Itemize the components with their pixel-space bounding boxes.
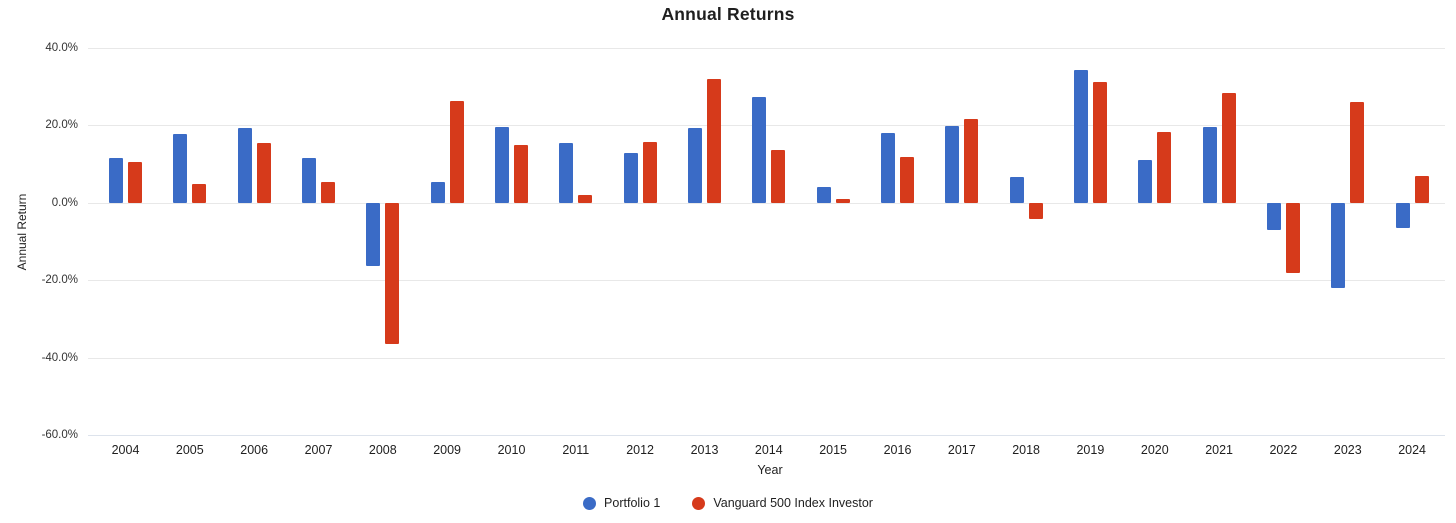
x-tick-label-2014: 2014 bbox=[754, 443, 783, 457]
x-tick-label-2022: 2022 bbox=[1269, 443, 1298, 457]
bar-vanguard-500-index-investor-2024[interactable] bbox=[1414, 175, 1429, 203]
bar-vanguard-500-index-investor-2014[interactable] bbox=[771, 150, 786, 203]
x-tick-label-2017: 2017 bbox=[947, 443, 976, 457]
bar-portfolio-1-2023[interactable] bbox=[1331, 202, 1346, 288]
y-tick-label: 0.0% bbox=[51, 196, 78, 209]
bar-portfolio-1-2012[interactable] bbox=[623, 152, 638, 203]
bar-vanguard-500-index-investor-2022[interactable] bbox=[1285, 202, 1300, 273]
bar-portfolio-1-2020[interactable] bbox=[1138, 160, 1153, 203]
x-tick-label-2013: 2013 bbox=[690, 443, 719, 457]
bar-portfolio-1-2008[interactable] bbox=[366, 202, 381, 267]
bar-vanguard-500-index-investor-2018[interactable] bbox=[1028, 202, 1043, 220]
bar-vanguard-500-index-investor-2013[interactable] bbox=[707, 78, 721, 203]
x-tick-label-2015: 2015 bbox=[819, 443, 847, 457]
legend-label: Vanguard 500 Index Investor bbox=[713, 496, 873, 510]
gridline-20 bbox=[88, 125, 1445, 127]
legend: Portfolio 1 Vanguard 500 Index Investor bbox=[0, 496, 1456, 510]
bar-portfolio-1-2013[interactable] bbox=[688, 127, 702, 203]
bar-vanguard-500-index-investor-2006[interactable] bbox=[256, 142, 271, 203]
legend-item-portfolio-1[interactable]: Portfolio 1 bbox=[583, 496, 660, 510]
bar-portfolio-1-2017[interactable] bbox=[945, 126, 960, 203]
x-tick-label-2010: 2010 bbox=[497, 443, 526, 457]
gridline--60 bbox=[88, 435, 1445, 436]
bar-portfolio-1-2009[interactable] bbox=[430, 182, 445, 203]
bar-vanguard-500-index-investor-2011[interactable] bbox=[578, 195, 593, 203]
y-tick-label: -40.0% bbox=[41, 351, 78, 364]
gridline-40 bbox=[88, 48, 1445, 49]
x-tick-label-2006: 2006 bbox=[240, 443, 269, 457]
bar-portfolio-1-2024[interactable] bbox=[1395, 202, 1410, 228]
x-tick-label-2005: 2005 bbox=[175, 443, 204, 457]
gridline-0 bbox=[88, 202, 1445, 204]
bar-vanguard-500-index-investor-2017[interactable] bbox=[964, 119, 979, 203]
bar-portfolio-1-2015[interactable] bbox=[816, 186, 831, 203]
bar-portfolio-1-2018[interactable] bbox=[1009, 176, 1024, 203]
x-tick-label-2016: 2016 bbox=[883, 443, 912, 457]
x-tick-label-2008: 2008 bbox=[368, 443, 397, 457]
x-tick-label-2023: 2023 bbox=[1333, 443, 1362, 457]
bar-portfolio-1-2005[interactable] bbox=[173, 133, 188, 203]
x-tick-label-2012: 2012 bbox=[626, 443, 654, 457]
x-axis-title: Year bbox=[757, 463, 783, 477]
bar-portfolio-1-2011[interactable] bbox=[559, 142, 574, 203]
bar-vanguard-500-index-investor-2019[interactable] bbox=[1092, 82, 1107, 203]
bar-vanguard-500-index-investor-2009[interactable] bbox=[449, 101, 464, 203]
bar-portfolio-1-2016[interactable] bbox=[881, 133, 895, 203]
bar-portfolio-1-2022[interactable] bbox=[1266, 202, 1281, 230]
y-tick-label: -60.0% bbox=[41, 429, 78, 441]
bar-portfolio-1-2007[interactable] bbox=[302, 158, 316, 203]
bar-vanguard-500-index-investor-2021[interactable] bbox=[1221, 92, 1236, 203]
bar-portfolio-1-2010[interactable] bbox=[495, 127, 509, 203]
x-tick-label-2004: 2004 bbox=[111, 443, 140, 457]
legend-item-vanguard-500-index-investor[interactable]: Vanguard 500 Index Investor bbox=[692, 496, 873, 510]
bar-vanguard-500-index-investor-2023[interactable] bbox=[1350, 102, 1365, 203]
x-tick-label-2011: 2011 bbox=[562, 443, 590, 457]
y-tick-label: 20.0% bbox=[45, 119, 78, 132]
bar-vanguard-500-index-investor-2008[interactable] bbox=[385, 202, 400, 345]
bar-vanguard-500-index-investor-2007[interactable] bbox=[321, 182, 335, 203]
bar-vanguard-500-index-investor-2012[interactable] bbox=[642, 141, 657, 203]
chart-title: Annual Returns bbox=[661, 4, 795, 24]
x-tick-label-2024: 2024 bbox=[1398, 443, 1426, 457]
legend-dot-vanguard-500-index-investor bbox=[692, 496, 706, 510]
gridline--40 bbox=[88, 357, 1445, 359]
legend-label: Portfolio 1 bbox=[604, 496, 661, 510]
bar-vanguard-500-index-investor-2005[interactable] bbox=[192, 184, 207, 203]
y-axis-title: Annual Return bbox=[15, 193, 29, 271]
bar-portfolio-1-2014[interactable] bbox=[752, 97, 767, 203]
bar-vanguard-500-index-investor-2016[interactable] bbox=[900, 157, 914, 203]
bar-vanguard-500-index-investor-2020[interactable] bbox=[1157, 132, 1172, 203]
bar-portfolio-1-2019[interactable] bbox=[1073, 70, 1088, 203]
bar-portfolio-1-2021[interactable] bbox=[1202, 126, 1217, 203]
x-tick-label-2019: 2019 bbox=[1076, 443, 1105, 457]
gridline--20 bbox=[88, 280, 1445, 282]
x-tick-label-2018: 2018 bbox=[1012, 443, 1040, 457]
bar-portfolio-1-2006[interactable] bbox=[237, 127, 252, 203]
bar-portfolio-1-2004[interactable] bbox=[109, 157, 123, 203]
x-tick-label-2007: 2007 bbox=[304, 443, 333, 457]
bar-vanguard-500-index-investor-2010[interactable] bbox=[514, 145, 528, 203]
bar-vanguard-500-index-investor-2015[interactable] bbox=[835, 198, 850, 203]
legend-dot-portfolio-1 bbox=[583, 496, 597, 510]
x-tick-label-2020: 2020 bbox=[1140, 443, 1169, 457]
x-tick-label-2009: 2009 bbox=[433, 443, 461, 457]
bar-vanguard-500-index-investor-2004[interactable] bbox=[128, 161, 142, 203]
x-tick-label-2021: 2021 bbox=[1205, 443, 1233, 457]
y-tick-label: -20.0% bbox=[41, 274, 78, 287]
y-tick-label: 40.0% bbox=[45, 42, 78, 54]
